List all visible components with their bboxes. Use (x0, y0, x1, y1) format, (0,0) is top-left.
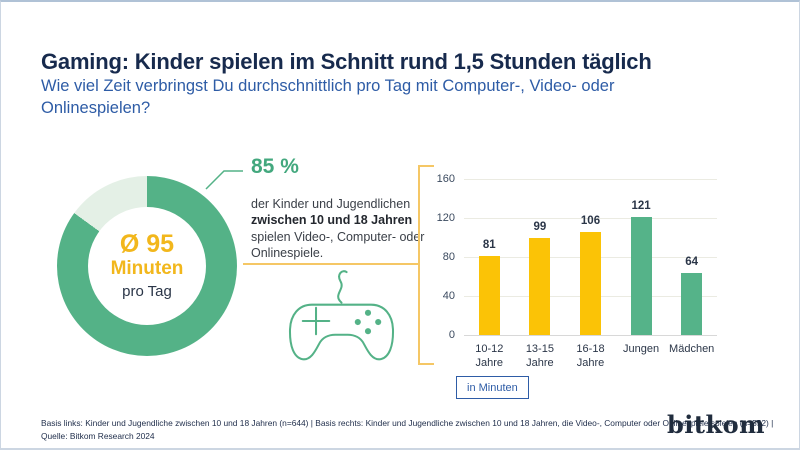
y-tick-label: 80 (442, 251, 455, 263)
x-category-label: 13-15 Jahre (525, 343, 554, 370)
donut-sub-label: pro Tag (122, 282, 172, 300)
callout-text-bold: zwischen 10 und 18 Jahren (251, 213, 413, 227)
bar (681, 272, 703, 335)
page-title: Gaming: Kinder spielen im Schnitt rund 1… (41, 48, 652, 74)
bar-value-label: 64 (685, 255, 699, 268)
y-tick-label: 40 (442, 290, 455, 302)
y-tick-label: 120 (436, 212, 455, 224)
bar (478, 256, 500, 335)
bracket-bottom-stub (418, 363, 434, 365)
donut-unit-label: Minuten (110, 258, 184, 280)
x-axis-line (464, 335, 717, 336)
bar-value-label: 106 (580, 214, 601, 227)
x-category-label: Jungen (623, 343, 660, 355)
percentage-callout-value: 85 % (251, 155, 299, 178)
donut-center: Ø 95 Minuten pro Tag (88, 207, 206, 325)
percentage-callout-text: der Kinder und Jugendlichen zwischen 10 … (251, 196, 431, 262)
donut-chart: Ø 95 Minuten pro Tag (57, 176, 237, 356)
callout-text-before: der Kinder und Jugendlichen (251, 196, 411, 211)
x-category-label: Mädchen (669, 343, 715, 355)
footer-source-line: Quelle: Bitkom Research 2024 (41, 431, 155, 442)
gridline (464, 218, 717, 219)
game-controller-icon (289, 270, 394, 361)
y-tick-label: 0 (448, 329, 455, 341)
callout-text-after: spielen Video-, Computer- oder Onlinespi… (251, 229, 425, 261)
bitkom-logo: bitkom (666, 410, 765, 439)
bar (529, 238, 551, 335)
survey-question: Wie viel Zeit verbringst Du durchschnitt… (41, 77, 615, 117)
bar-value-label: 99 (533, 221, 547, 234)
gridline (464, 179, 717, 180)
bar (630, 217, 652, 335)
bracket-top-stub (418, 165, 434, 167)
x-category-label: 16-18 Jahre (576, 343, 605, 370)
unit-badge: in Minuten (456, 376, 529, 399)
bar-value-label: 81 (482, 239, 496, 252)
footer-source-note: Basis links: Kinder und Jugendliche zwis… (41, 417, 774, 444)
callout-connector-line (205, 170, 243, 190)
donut-average-value: Ø 95 (119, 229, 175, 258)
bracket-connector-line (243, 263, 420, 265)
bar-value-label: 121 (631, 200, 651, 213)
x-category-label: 10-12 Jahre (475, 343, 504, 370)
bracket-vertical-line (418, 165, 420, 365)
footer-basis-line: Basis links: Kinder und Jugendliche zwis… (41, 418, 774, 428)
bar (580, 231, 601, 335)
bar-chart: 0 40 80 120 160 81 10-12 Jahre 99 13-15 Jahre 106… (421, 160, 797, 406)
y-tick-label: 160 (436, 173, 455, 185)
